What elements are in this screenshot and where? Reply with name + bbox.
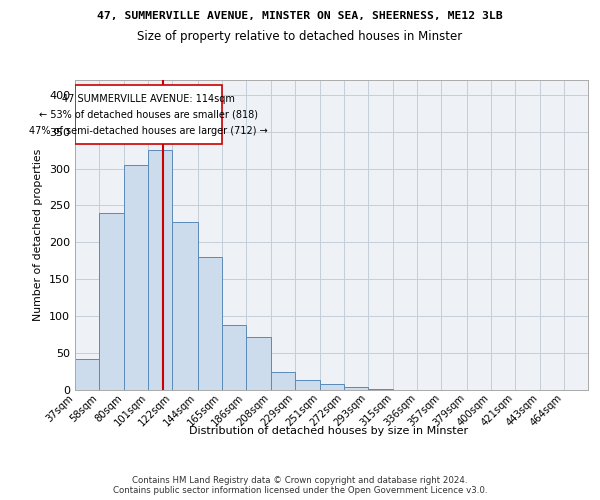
Bar [295, 380, 320, 390]
Text: Contains HM Land Registry data © Crown copyright and database right 2024.: Contains HM Land Registry data © Crown c… [132, 476, 468, 485]
Bar [148, 150, 172, 390]
Text: Contains public sector information licensed under the Open Government Licence v3: Contains public sector information licen… [113, 486, 487, 495]
Bar [320, 384, 344, 390]
FancyBboxPatch shape [75, 85, 221, 144]
Bar [344, 387, 368, 390]
Text: ← 53% of detached houses are smaller (818): ← 53% of detached houses are smaller (81… [39, 110, 258, 120]
Bar [172, 222, 197, 390]
Text: Distribution of detached houses by size in Minster: Distribution of detached houses by size … [189, 426, 469, 436]
Bar [221, 325, 245, 390]
Bar [124, 165, 148, 390]
Text: 47 SUMMERVILLE AVENUE: 114sqm: 47 SUMMERVILLE AVENUE: 114sqm [62, 94, 235, 104]
Bar [75, 359, 99, 390]
Bar [368, 388, 394, 390]
Text: 47, SUMMERVILLE AVENUE, MINSTER ON SEA, SHEERNESS, ME12 3LB: 47, SUMMERVILLE AVENUE, MINSTER ON SEA, … [97, 11, 503, 21]
Bar [99, 213, 124, 390]
Text: 47% of semi-detached houses are larger (712) →: 47% of semi-detached houses are larger (… [29, 126, 268, 136]
Y-axis label: Number of detached properties: Number of detached properties [34, 149, 43, 321]
Bar [245, 337, 271, 390]
Bar [271, 372, 295, 390]
Text: Size of property relative to detached houses in Minster: Size of property relative to detached ho… [137, 30, 463, 43]
Bar [197, 257, 221, 390]
